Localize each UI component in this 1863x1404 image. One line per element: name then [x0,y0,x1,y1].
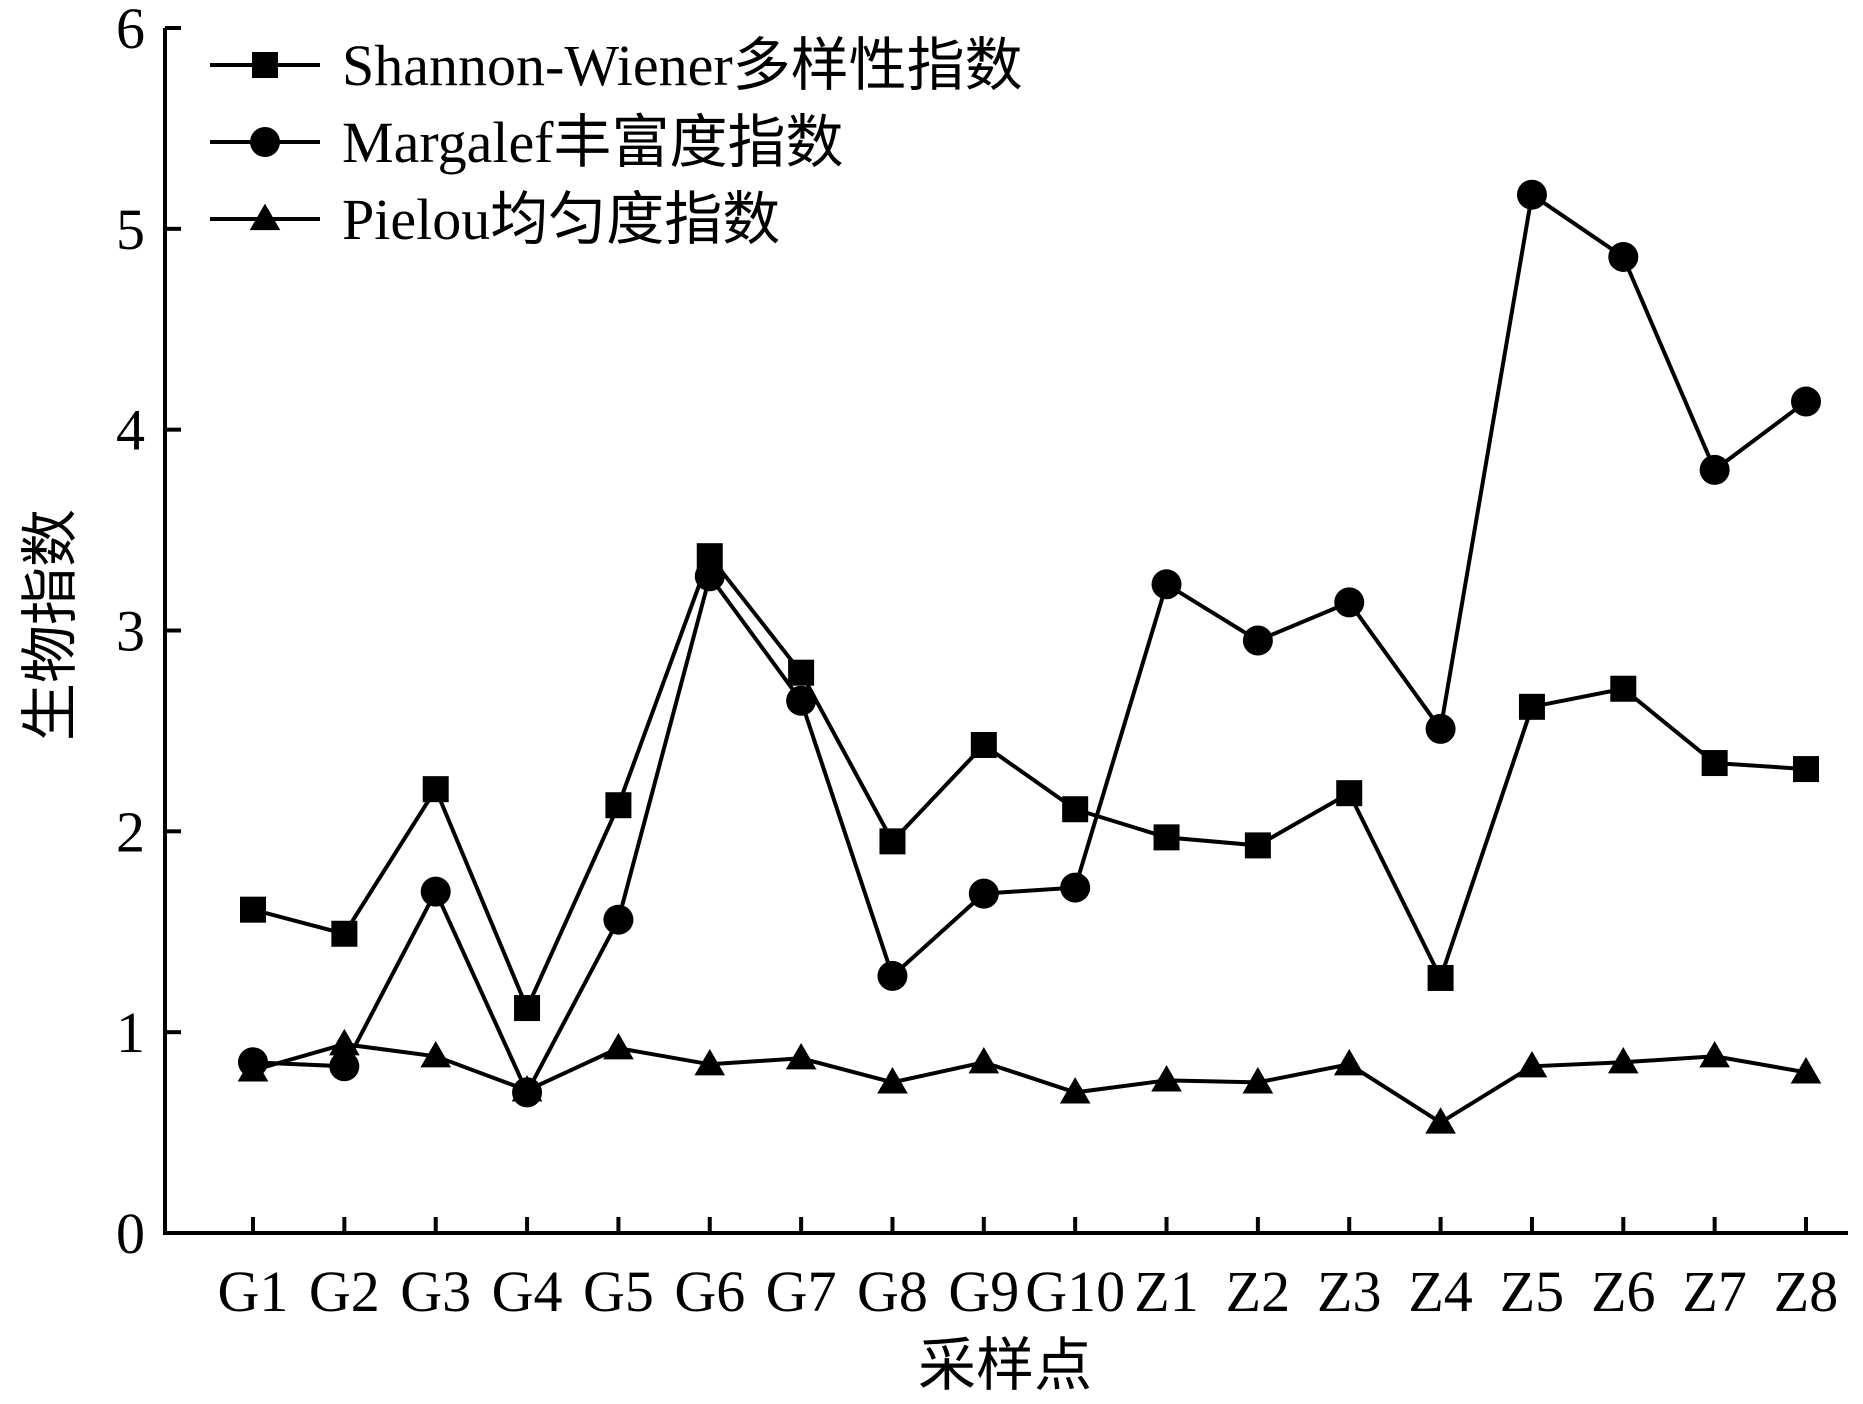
data-point-circle [694,561,725,592]
data-point-triangle [1699,1040,1730,1068]
series-line [252,552,1807,1014]
data-point-triangle [694,1048,726,1076]
x-tick-label: G8 [857,1259,928,1324]
x-tick-label: Z4 [1408,1259,1472,1324]
x-tick-label: G3 [400,1259,471,1324]
y-tick-label: 2 [116,799,145,864]
x-tick-label: Z3 [1317,1259,1381,1324]
x-tick-label: G2 [309,1259,380,1324]
data-point-square [331,920,358,947]
data-point-square [1153,824,1180,851]
y-tick-label: 4 [116,398,145,463]
data-point-square [1793,756,1819,783]
x-tick-label: G1 [218,1259,289,1324]
x-tick-label: Z5 [1500,1259,1564,1324]
x-tick-label: Z8 [1774,1259,1838,1324]
data-point-circle [786,685,817,716]
series-line [252,1042,1807,1125]
data-point-square [252,52,278,78]
data-point-circle [603,904,634,935]
data-point-triangle [603,1032,634,1060]
data-point-triangle [1790,1057,1822,1084]
legend: Shannon-Wiener多样性指数 Margalef丰富度指数 Pielou均匀… [210,33,1023,252]
data-point-triangle [329,1028,360,1056]
x-tick-label: Z7 [1682,1259,1746,1324]
series-circle [238,179,1821,1108]
legend-item: Shannon-Wiener多样性指数 [210,33,1023,98]
data-point-square [1427,964,1454,991]
data-point-circle [968,878,999,909]
y-tick-label: 0 [116,1201,145,1266]
series-line [252,191,1808,1097]
data-point-circle [1242,625,1273,656]
data-point-square [605,792,632,819]
x-tick-label: Z6 [1591,1259,1655,1324]
legend-label: Pielou均匀度指数 [342,187,780,252]
data-point-circle [1791,386,1821,417]
data-point-triangle [1333,1048,1365,1076]
data-point-triangle [237,1055,269,1082]
data-point-square [970,731,997,758]
legend-label: Margalef丰富度指数 [342,110,844,175]
x-tick-label: Z2 [1226,1259,1290,1324]
data-point-triangle [785,1042,817,1070]
data-point-square [879,828,906,855]
data-point-triangle [1242,1067,1274,1094]
x-tick-label: G9 [948,1259,1019,1324]
data-point-circle [420,876,451,907]
x-axis-ticks: G1 G2 G3 G4 G5 G6 G7 G8 G9 G10 Z1 Z2 Z3 Z4 Z5 Z6 Z7 Z8 [218,1217,1838,1324]
x-tick-label: G5 [583,1259,654,1324]
x-axis-title: 采样点 [918,1333,1092,1398]
x-tick-label: G6 [674,1259,745,1324]
data-point-triangle [877,1067,908,1094]
data-point-circle [250,127,280,157]
data-point-circle [877,960,908,991]
y-tick-label: 6 [116,0,145,61]
data-point-circle [1425,713,1456,744]
data-point-triangle [1151,1065,1182,1092]
data-point-circle [1151,569,1182,600]
x-tick-label: G4 [492,1259,563,1324]
data-point-triangle [249,203,281,231]
data-point-circle [329,1051,360,1082]
data-point-square [1610,675,1637,702]
data-point-triangle [511,1075,543,1102]
data-point-square [1062,796,1089,823]
data-point-square [514,995,541,1022]
data-point-square [240,896,266,923]
data-point-circle [1608,241,1639,272]
x-tick-label: Z1 [1134,1259,1198,1324]
data-point-circle [1699,454,1730,485]
data-point-circle [1516,179,1547,210]
y-axis-title: 生物指数 [18,509,83,741]
y-tick-label: 5 [116,197,145,262]
series-square [240,543,1819,1022]
y-tick-label: 1 [116,1000,145,1065]
data-point-triangle [1425,1107,1456,1134]
legend-item: Pielou均匀度指数 [210,187,780,252]
data-point-square [422,776,449,803]
legend-label: Shannon-Wiener多样性指数 [342,33,1023,98]
y-axis-ticks: 0 1 2 3 4 5 6 [116,0,181,1266]
series-triangle [237,1028,1822,1134]
data-point-triangle [420,1040,452,1068]
data-point-square [1518,693,1545,720]
series-layer [237,179,1822,1134]
data-point-triangle [1516,1050,1548,1078]
data-point-square [1701,750,1728,777]
data-point-circle [1060,872,1091,903]
data-point-square [1244,832,1271,859]
data-point-triangle [1059,1077,1091,1104]
data-point-circle [1334,587,1365,618]
y-tick-label: 3 [116,599,145,664]
x-tick-label: G10 [1025,1259,1125,1324]
data-point-square [788,659,815,686]
x-tick-label: G7 [766,1259,837,1324]
legend-item: Margalef丰富度指数 [210,110,844,175]
data-point-square [1336,780,1363,807]
data-point-triangle [968,1046,1000,1074]
data-point-triangle [1607,1046,1639,1074]
